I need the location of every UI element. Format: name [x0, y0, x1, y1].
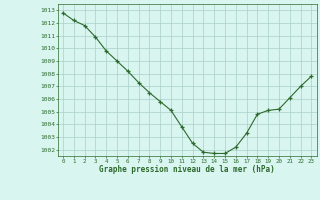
X-axis label: Graphe pression niveau de la mer (hPa): Graphe pression niveau de la mer (hPa) [99, 165, 275, 174]
